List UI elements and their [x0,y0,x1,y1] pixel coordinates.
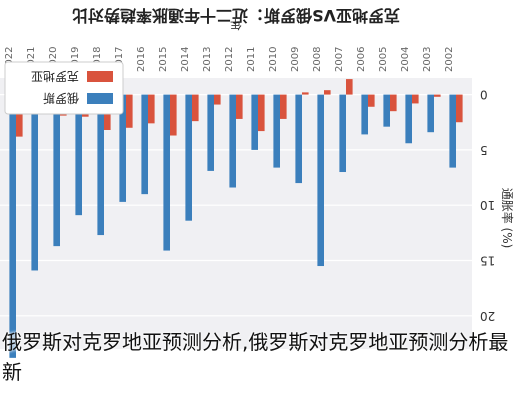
x-axis-label: 年 [230,17,242,31]
bar-croatia [434,94,441,97]
bar-russia [405,94,412,144]
x-tick-label: 2017 [114,47,125,72]
bar-russia [449,94,456,168]
x-tick-label: 2018 [92,47,103,72]
bar-croatia [214,94,221,105]
bar-russia [383,94,390,127]
bar-russia [251,94,258,150]
bar-croatia [170,94,177,136]
x-tick-label: 2020 [48,47,59,72]
bar-russia [339,94,346,173]
bar-russia [229,94,236,188]
bar-russia [295,94,302,184]
bar-croatia [456,94,463,123]
y-tick-label: 5 [480,143,488,157]
bar-russia [97,94,104,236]
bar-russia [427,94,434,133]
x-tick-label: 2003 [422,47,433,72]
bar-russia [9,94,16,358]
bar-russia [75,94,82,216]
x-tick-label: 2021 [26,47,37,72]
bar-russia [207,94,214,171]
y-axis-label: 通胀率 (%) [500,188,515,249]
bar-russia [163,94,170,251]
bar-croatia [192,94,199,122]
bar-croatia [236,94,243,119]
x-tick-label: 2005 [378,47,389,72]
y-tick-label: 10 [480,198,495,212]
bar-russia [273,94,280,168]
x-tick-label: 2019 [70,47,81,72]
x-tick-label: 2006 [356,47,367,72]
bar-croatia [324,90,331,95]
bar-croatia [346,79,353,95]
bar-croatia [280,94,287,119]
x-tick-label: 2011 [246,47,257,72]
bars [9,79,463,358]
bar-croatia [368,94,375,107]
bar-croatia [16,94,23,137]
bar-russia [31,94,38,271]
bar-russia [119,94,126,202]
bar-croatia [390,94,397,112]
bar-russia [361,94,368,135]
x-tick-label: 2015 [158,47,169,72]
bar-croatia [302,92,309,95]
legend: 克罗地亚 俄罗斯 [4,61,124,115]
bar-croatia [126,94,133,128]
x-tick-label: 2016 [136,47,147,72]
y-tick-label: 20 [480,309,495,323]
bar-croatia [412,94,419,104]
x-tick-label: 2012 [224,47,235,72]
bar-russia [53,94,60,247]
bar-russia [141,94,148,195]
y-tick-labels: 0 5 10 15 20 [480,88,495,323]
legend-swatch-croatia [87,71,113,82]
x-tick-label: 2010 [268,47,279,72]
chart-title: 克罗地亚VS俄罗斯：近二十年通胀率趋势对比 [72,6,400,25]
y-tick-label: 0 [480,88,488,102]
x-tick-label: 2022 [4,47,15,72]
x-tick-label: 2002 [444,47,455,72]
x-tick-labels: 2002 2003 2004 2005 2006 2007 2008 2009 2010 2011… [4,47,455,72]
bar-russia [185,94,192,221]
x-tick-label: 2014 [180,47,191,72]
x-tick-label: 2004 [400,47,411,72]
bar-croatia [258,94,265,132]
page-caption: 俄罗斯对克罗地亚预测分析,俄罗斯对克罗地亚预测分析最新 [2,330,509,384]
x-tick-label: 2013 [202,47,213,72]
x-tick-label: 2008 [312,47,323,72]
y-tick-label: 15 [480,254,495,268]
legend-label-russia: 俄罗斯 [43,91,79,105]
x-tick-label: 2007 [334,47,345,72]
x-tick-label: 2009 [290,47,301,72]
bar-croatia [148,94,155,124]
legend-label-croatia: 克罗地亚 [31,69,79,83]
bar-russia [317,94,324,267]
legend-swatch-russia [87,93,113,104]
